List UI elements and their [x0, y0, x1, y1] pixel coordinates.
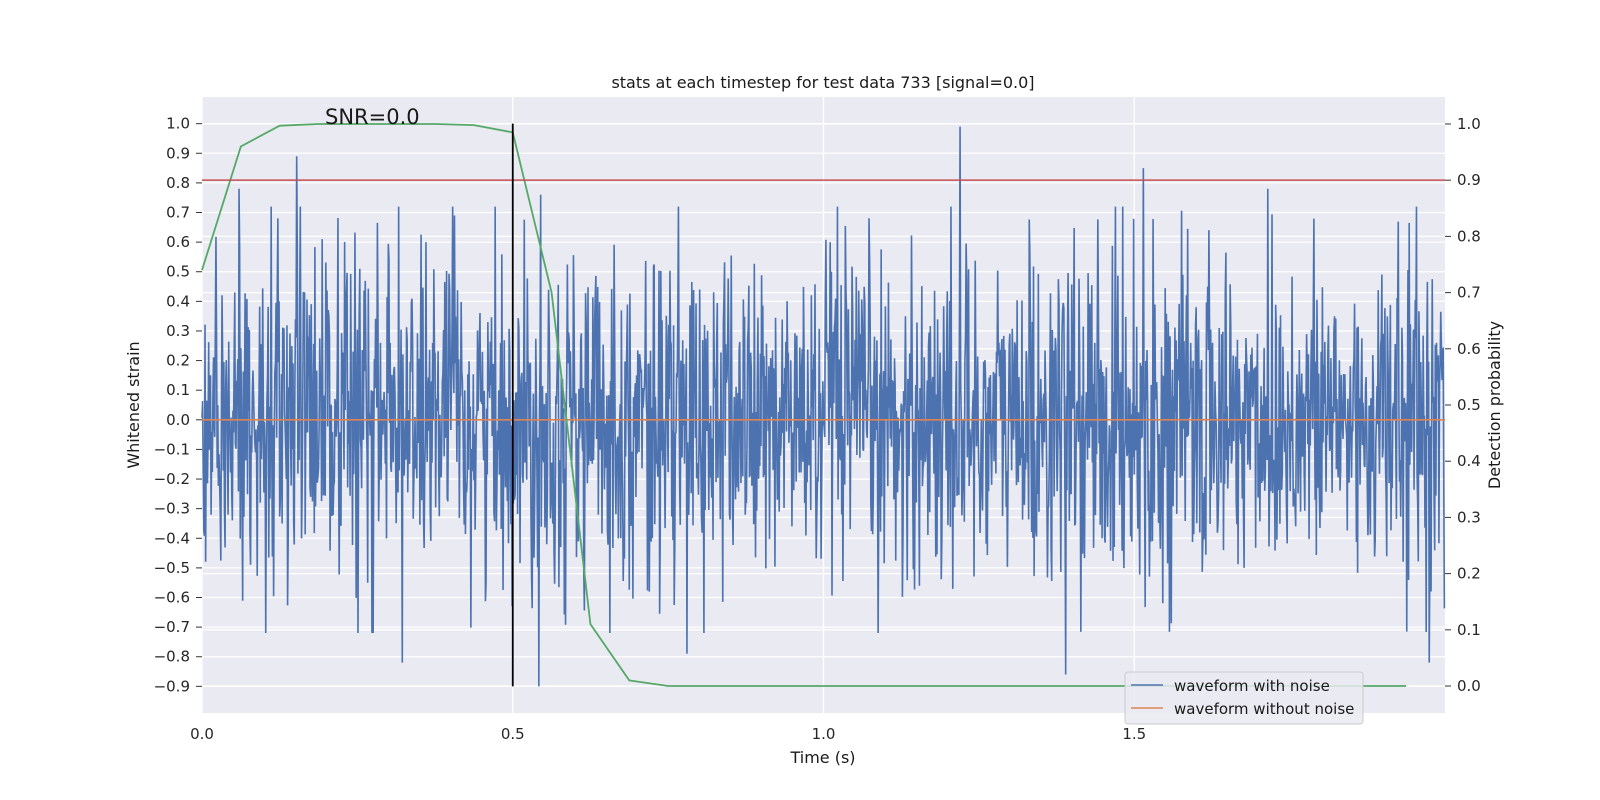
legend-box — [1124, 671, 1364, 725]
y-tick-label: 1.0 — [166, 115, 190, 133]
y2-tick-label: 0.6 — [1457, 340, 1481, 358]
y-tick-label: −0.9 — [154, 677, 190, 695]
y2-tick-label: 0.1 — [1457, 621, 1481, 639]
y-tick-label: 0.9 — [166, 144, 190, 162]
y-tick-label: 0.6 — [166, 233, 190, 251]
legend: waveform with noise waveform without noi… — [1124, 671, 1364, 725]
y-tick-label: −0.3 — [154, 500, 190, 518]
y2-axis-label: Detection probability — [1485, 321, 1504, 489]
y-tick-label: −0.2 — [154, 470, 190, 488]
x-tick-label: 0.0 — [190, 725, 214, 743]
x-tick-label: 1.0 — [812, 725, 836, 743]
y-tick-label: 0.0 — [166, 411, 190, 429]
y2-tick-label: 1.0 — [1457, 115, 1481, 133]
y2-tick-label: 0.5 — [1457, 396, 1481, 414]
x-tick-label: 0.5 — [501, 725, 525, 743]
y-tick-label: −0.8 — [154, 648, 190, 666]
y-tick-label: 0.2 — [166, 352, 190, 370]
y-tick-label: −0.7 — [154, 618, 190, 636]
y2-tick-label: 0.8 — [1457, 227, 1481, 245]
legend-label-noise: waveform with noise — [1174, 677, 1330, 695]
chart-title: stats at each timestep for test data 733… — [611, 73, 1034, 92]
y-tick-label: 0.1 — [166, 381, 190, 399]
reference-lines — [202, 123, 1445, 687]
y-tick-label: 0.4 — [166, 292, 190, 310]
y2-tick-label: 0.0 — [1457, 677, 1481, 695]
tick-labels: 0.0 0.5 1.0 1.5 −0.9 −0.8 −0.7 −0.6 −0.5 −0.4 −0.3… — [154, 115, 1481, 743]
y2-tick-label: 0.2 — [1457, 565, 1481, 583]
snr-annotation: SNR=0.0 — [325, 105, 420, 129]
y-tick-label: −0.5 — [154, 559, 190, 577]
y-tick-label: 0.5 — [166, 263, 190, 281]
x-tick-label: 1.5 — [1122, 725, 1146, 743]
legend-label-clean: waveform without noise — [1174, 700, 1354, 718]
y2-tick-label: 0.3 — [1457, 508, 1481, 526]
y-tick-label: −0.4 — [154, 529, 190, 547]
y-axis-label: Whitened strain — [124, 341, 143, 468]
y-tick-label: 0.3 — [166, 322, 190, 340]
y-tick-label: −0.1 — [154, 440, 190, 458]
x-axis-label: Time (s) — [789, 748, 855, 767]
y2-tick-label: 0.7 — [1457, 284, 1481, 302]
y-tick-label: 0.8 — [166, 174, 190, 192]
y-tick-label: −0.6 — [154, 589, 190, 607]
y2-tick-label: 0.9 — [1457, 171, 1481, 189]
y2-tick-label: 0.4 — [1457, 452, 1481, 470]
y-tick-label: 0.7 — [166, 204, 190, 222]
